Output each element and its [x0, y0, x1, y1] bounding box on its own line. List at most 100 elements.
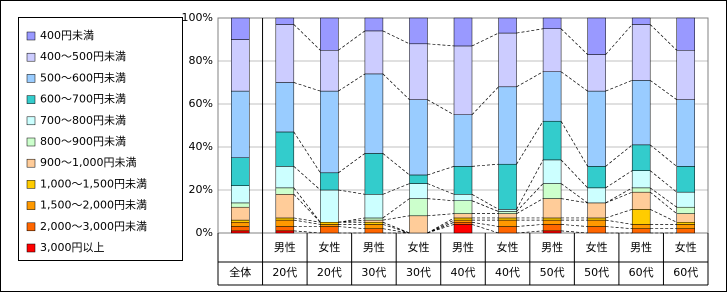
bar-segment — [320, 172, 339, 191]
bar-segment — [275, 166, 295, 189]
connector-line — [649, 170, 677, 193]
bar-segment — [320, 50, 339, 92]
x-tick-label: 女性 — [675, 240, 697, 254]
bar-segment — [542, 230, 562, 234]
bar-segment — [587, 217, 606, 221]
legend-swatch — [26, 116, 36, 126]
bar-segment — [542, 183, 562, 199]
bar-segment — [453, 217, 473, 221]
connector-line — [605, 187, 633, 204]
bar-segment — [231, 202, 250, 208]
x-tick-label: 男性 — [541, 240, 563, 254]
connector-line — [471, 221, 499, 227]
bar-segment — [631, 17, 651, 25]
bar-segment — [275, 194, 295, 219]
x-tick-label: 女性 — [318, 240, 340, 254]
bar-segment — [631, 209, 651, 225]
connector-line — [649, 191, 677, 214]
connector-line — [516, 159, 544, 210]
connector-line — [649, 80, 677, 100]
legend-box — [18, 17, 183, 261]
y-tick-label: 40% — [189, 140, 213, 153]
bar-segment — [275, 82, 295, 133]
bar-segment — [320, 90, 339, 174]
bar-segment — [231, 206, 250, 221]
bar-segment — [453, 219, 473, 223]
bar-segment — [453, 166, 473, 195]
x-tick-label: 30代 — [361, 266, 386, 279]
bar-segment — [364, 73, 384, 154]
legend-label: 400円未満 — [40, 29, 94, 42]
bar-segment — [453, 45, 473, 116]
bar-segment — [453, 222, 473, 225]
bar-segment — [275, 226, 295, 232]
connector-line — [471, 193, 499, 210]
connector-line — [382, 215, 410, 221]
connector-line — [471, 163, 499, 167]
bar-segment — [676, 166, 695, 193]
connector-line — [560, 159, 588, 189]
legend-swatch — [26, 180, 36, 189]
legend-label: 2,000～3,000円未満 — [40, 220, 147, 233]
x-tick-label: 女性 — [586, 240, 608, 254]
bar-segment — [409, 174, 428, 184]
bar-segment — [320, 17, 339, 51]
bar-segment — [231, 17, 250, 40]
connector-line — [516, 28, 544, 34]
connector-line — [560, 71, 588, 92]
bar-segment — [542, 217, 562, 221]
connector-line — [516, 198, 544, 214]
bar-segment — [676, 50, 695, 100]
bar-segment — [498, 213, 517, 219]
connector-line — [560, 121, 588, 167]
bar-segment — [364, 222, 384, 225]
y-tick-label: 80% — [189, 54, 213, 67]
legend-swatch — [26, 201, 36, 210]
bar-segment — [409, 99, 428, 176]
x-tick-label: 男性 — [363, 240, 385, 254]
bar-segment — [498, 32, 517, 88]
bar-segment — [453, 17, 473, 47]
bar-segment — [542, 219, 562, 225]
bar-segment — [542, 120, 562, 161]
connector-line — [427, 43, 455, 47]
bar-segment — [275, 187, 295, 195]
bar-segment — [587, 226, 606, 234]
connector-line — [338, 30, 366, 51]
bar-segment — [409, 43, 428, 100]
bar-segment — [364, 217, 384, 221]
connector-line — [516, 121, 544, 165]
connector-line — [605, 226, 633, 230]
bar-segment — [231, 230, 250, 234]
connector-line — [338, 153, 366, 174]
bar-segment — [320, 226, 339, 234]
x-tick-label: 男性 — [274, 240, 296, 254]
legend-label: 700～800円未満 — [40, 114, 126, 127]
bar-segment — [542, 224, 562, 232]
connector-line — [338, 73, 366, 92]
legend-swatch — [26, 243, 36, 253]
connector-line — [293, 24, 321, 51]
bar-segment — [364, 194, 384, 219]
bar-segment — [453, 114, 473, 167]
connector-line — [293, 219, 321, 225]
bar-segment — [676, 17, 695, 51]
bar-segment — [676, 99, 695, 167]
legend-swatch — [26, 222, 36, 232]
bar-segment — [275, 219, 295, 227]
connector-line — [338, 217, 365, 223]
bar-segment — [542, 198, 562, 219]
bar-segment — [231, 222, 250, 227]
bar-segment — [409, 215, 428, 234]
legend-label: 1,500～2,000円未満 — [40, 199, 147, 212]
bar-segment — [631, 191, 651, 210]
x-tick-label: 男性 — [452, 240, 474, 254]
bar-segment — [542, 17, 562, 29]
connector-line — [427, 198, 455, 202]
connector-line — [382, 198, 410, 219]
bar-segment — [275, 17, 295, 25]
bar-segment — [364, 30, 384, 75]
bar-segment — [275, 131, 295, 167]
bar-segment — [676, 206, 695, 214]
bar-segment — [631, 80, 651, 146]
